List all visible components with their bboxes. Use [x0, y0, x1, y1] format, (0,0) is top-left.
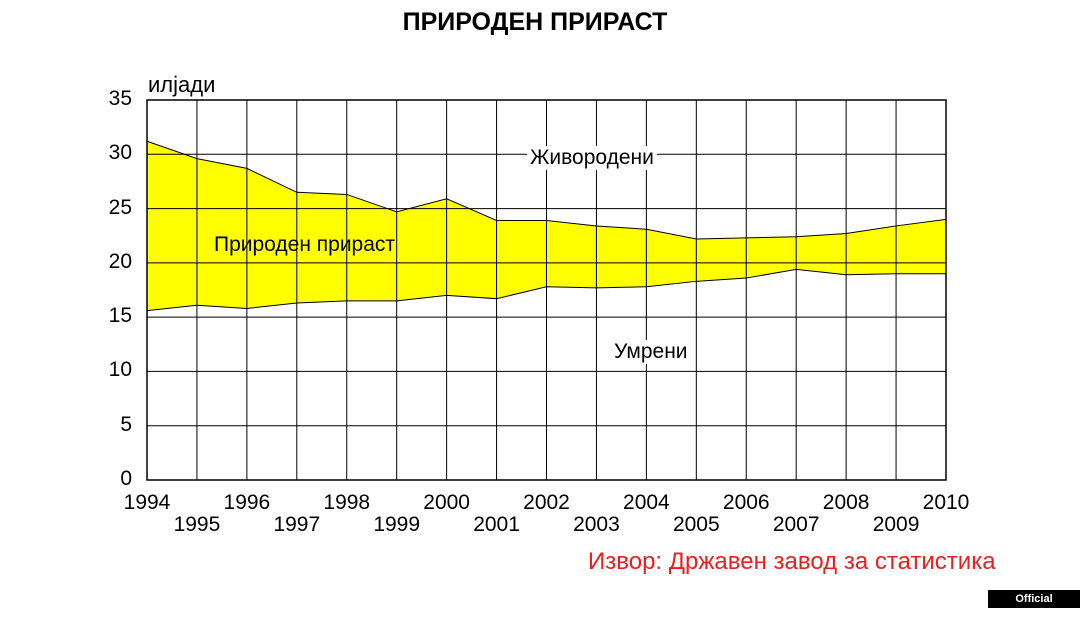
births-point	[446, 198, 448, 200]
deaths-point	[446, 294, 448, 296]
x-tick-label: 2000	[423, 491, 470, 514]
deaths-point	[595, 287, 597, 289]
deaths-point	[645, 286, 647, 288]
deaths-point	[546, 286, 547, 288]
deaths-point	[496, 298, 498, 300]
x-tick-label: 1999	[373, 513, 421, 536]
x-tick-label: 2008	[822, 491, 870, 514]
x-tick-label: 2010	[922, 491, 970, 514]
deaths-point	[895, 273, 897, 275]
births-label: Живородени	[527, 146, 657, 170]
x-tick-label: 1998	[323, 491, 371, 514]
births-point	[246, 167, 248, 169]
x-tick-label: 2007	[772, 513, 820, 536]
births-point	[346, 193, 348, 195]
x-tick-label: 2006	[722, 491, 770, 514]
y-tick-label: 35	[108, 87, 132, 110]
x-tick-label: 1994	[123, 491, 171, 514]
deaths-point	[346, 300, 348, 302]
deaths-point	[196, 304, 198, 306]
deaths-point	[396, 300, 398, 302]
births-point	[546, 220, 547, 222]
births-point	[296, 191, 298, 193]
x-tick-label: 2009	[872, 513, 920, 536]
y-tick-label: 30	[108, 141, 132, 165]
x-tick-label: 2001	[473, 513, 520, 536]
births-point	[845, 233, 847, 235]
x-tick-label: 2005	[672, 513, 720, 536]
births-point	[396, 211, 398, 213]
official-publication-badge: Official publication	[988, 590, 1080, 623]
plot-border	[146, 99, 947, 481]
deaths-point	[795, 268, 797, 270]
births-point	[496, 220, 498, 222]
births-point	[196, 158, 198, 160]
y-tick-label: 5	[120, 412, 132, 436]
births-point	[795, 236, 797, 238]
x-tick-label: 1995	[173, 513, 221, 536]
deaths-point	[745, 277, 747, 279]
x-tick-label: 2002	[523, 491, 570, 514]
births-point	[895, 225, 897, 227]
y-tick-label: 15	[108, 304, 132, 328]
births-point	[745, 237, 747, 239]
births-point	[645, 228, 647, 230]
deaths-point	[695, 280, 697, 282]
y-tick-label: 25	[108, 195, 132, 219]
deaths-point	[845, 274, 847, 276]
y-tick-label: 20	[108, 249, 132, 273]
births-point	[695, 238, 697, 240]
x-tick-label: 1996	[223, 491, 271, 514]
x-tick-label: 2004	[623, 491, 670, 514]
chart-title: ПРИРОДЕН ПРИРАСТ	[402, 8, 668, 36]
y-tick-label: 0	[120, 467, 132, 490]
x-tick-label: 1997	[273, 513, 321, 536]
natural-increase-label: Природен прираст	[214, 233, 396, 256]
deaths-label: Умрени	[611, 340, 691, 364]
x-tick-label: 2003	[573, 513, 620, 536]
source-note: Извор: Државен завод за статистика	[588, 548, 996, 575]
y-axis-unit-label: илјади	[148, 72, 216, 97]
y-tick-label: 10	[108, 358, 132, 382]
births-point	[595, 225, 597, 227]
deaths-point	[246, 307, 248, 309]
chart-plot	[146, 99, 947, 481]
deaths-point	[296, 302, 298, 304]
